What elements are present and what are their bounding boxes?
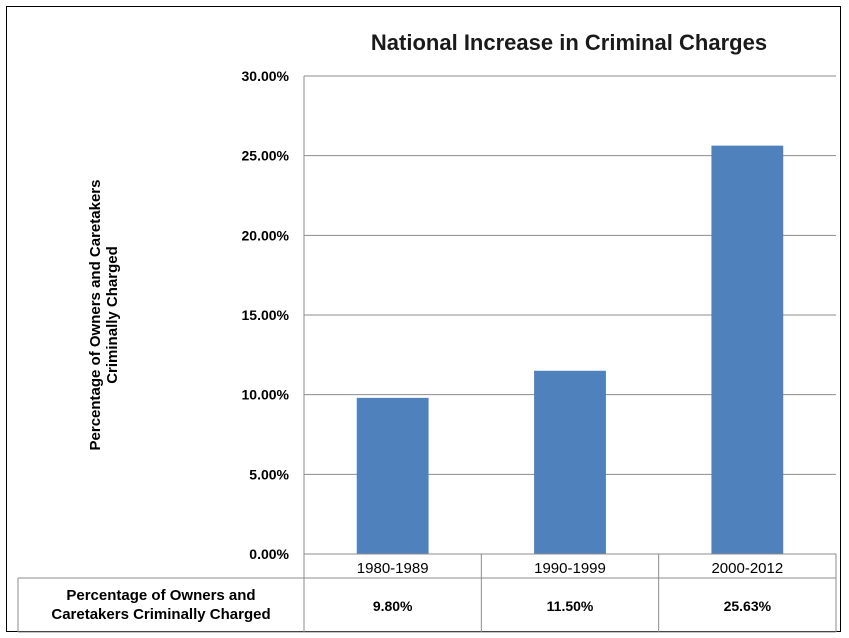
bar — [356, 397, 429, 554]
bar — [534, 370, 606, 554]
y-tick-label: 0.00% — [249, 546, 289, 562]
y-tick-label: 20.00% — [242, 227, 290, 243]
data-label: 11.50% — [547, 598, 594, 614]
category-label: 1980-1989 — [357, 560, 429, 577]
y-tick-label: 10.00% — [242, 387, 290, 403]
category-label: 1990-1999 — [534, 560, 606, 577]
y-tick-label: 15.00% — [242, 307, 290, 323]
bar — [711, 145, 784, 554]
chart-title: National Increase in Criminal Charges — [370, 30, 768, 55]
y-tick-label: 5.00% — [249, 466, 289, 482]
y-tick-label: 25.00% — [242, 148, 290, 164]
data-table: 1980-1989 9.80% 1990-1999 11.50% 2000-2012 25… — [17, 76, 837, 633]
category-label: 2000-2012 — [711, 560, 783, 577]
bars — [356, 145, 784, 554]
data-label: 9.80% — [373, 598, 413, 614]
y-tick-label: 30.00% — [242, 68, 290, 84]
data-label: 25.63% — [724, 598, 772, 614]
table-row-label: Caretakers Criminally Charged — [51, 606, 270, 623]
y-tick-labels: 0.00% 5.00% 10.00% 15.00% 20.00% 25.00% 30.00% — [242, 68, 290, 562]
table-row-label: Percentage of Owners and — [66, 587, 255, 604]
